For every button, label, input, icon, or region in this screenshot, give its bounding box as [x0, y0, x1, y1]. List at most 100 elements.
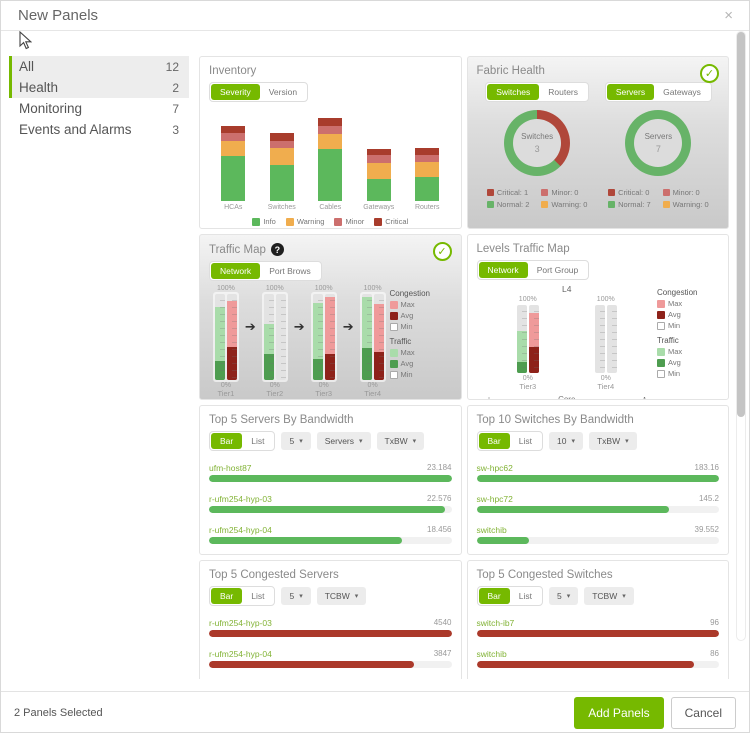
bar-fill	[476, 630, 719, 637]
add-panels-button[interactable]: Add Panels	[574, 697, 664, 729]
chevron-down-icon: ▾	[299, 438, 303, 445]
critical-legend-swatch	[374, 217, 383, 226]
chart-controls: Bar List 5 ▾ TCBW ▾	[476, 586, 720, 606]
congestion-gauge-track	[226, 294, 237, 380]
panel-card-top-10-switches-by-bandwidth[interactable]: Top 10 Switches By Bandwidth Bar List 10 ▾ Tx…	[466, 405, 729, 555]
stacked-bar-gateways	[366, 148, 391, 201]
panel-card-inventory[interactable]: Inventory Severity Version HCAs Switches Cabl…	[199, 56, 462, 229]
tier-label: Tier4	[364, 389, 382, 398]
toggle-switches[interactable]: Switches	[487, 84, 540, 100]
toggle-gateways[interactable]: Gateways	[663, 87, 701, 97]
congestion-avg-fill	[226, 347, 237, 380]
legend-label: Min	[668, 369, 681, 378]
toggle-list[interactable]: List	[518, 436, 532, 446]
traffic-avg-fill	[361, 348, 372, 380]
toggle-list[interactable]: List	[251, 591, 265, 601]
toggle-port-group[interactable]: Port Group	[536, 265, 579, 275]
traffic-avg-fill	[214, 361, 225, 380]
panel-card-top-5-congested-servers[interactable]: Top 5 Congested Servers Bar List 5 ▾ TCBW ▾ r-u…	[199, 560, 462, 679]
sidebar-item-events-and-alarms[interactable]: Events and Alarms 3	[9, 119, 189, 140]
help-icon[interactable]: ?	[270, 243, 284, 256]
gauge-ticks	[522, 305, 527, 373]
toggle-list[interactable]: List	[251, 436, 265, 446]
minor-segment	[269, 140, 294, 148]
bar-item-value: 86	[710, 649, 719, 658]
sidebar-item-health[interactable]: Health 2	[9, 77, 189, 98]
bar-fill	[476, 506, 669, 513]
bar-row-header: switch-ib7 96	[477, 618, 720, 628]
panel-card-top-5-servers-by-bandwidth[interactable]: Top 5 Servers By Bandwidth Bar List 5 ▾ Serve…	[199, 405, 462, 555]
dropdown-10[interactable]: 10 ▾	[548, 432, 583, 450]
traffic-gauge-track	[312, 294, 323, 380]
sidebar-item-all[interactable]: All 12	[9, 56, 189, 77]
sidebar-item-label: Monitoring	[19, 101, 83, 116]
toggle-bar[interactable]: Bar	[211, 588, 243, 604]
dropdown-txbw[interactable]: TxBW ▾	[588, 432, 637, 450]
close-icon[interactable]: ×	[724, 7, 733, 24]
panel-card-top-5-congested-switches[interactable]: Top 5 Congested Switches Bar List 5 ▾ TCBW ▾ sw…	[466, 560, 729, 679]
congestion-max-fill	[528, 313, 539, 373]
chevron-down-icon: ▾	[625, 438, 629, 445]
toggle-routers[interactable]: Routers	[548, 87, 579, 97]
donut-legend: Critical: 1 Minor: 0 Normal: 2 Warning: 0	[477, 188, 598, 209]
congestion-gauge-track	[373, 294, 384, 380]
dropdown-servers[interactable]: Servers ▾	[316, 432, 371, 450]
panel-card-traffic-map[interactable]: Traffic Map? ✓ Network Port Brows 100% 0% Tier…	[199, 234, 462, 400]
donut-value: 7	[655, 144, 661, 154]
sidebar-item-count: 12	[165, 59, 179, 74]
sidebar-item-count: 2	[172, 80, 179, 95]
toggle-port-brows[interactable]: Port Brows	[269, 266, 311, 276]
bar-fill	[476, 537, 529, 544]
dropdown-5[interactable]: 5 ▾	[281, 587, 311, 605]
toggle-network[interactable]: Network	[211, 263, 261, 279]
cancel-button[interactable]: Cancel	[670, 697, 736, 729]
core-arrows-row: ↓ Core ↑	[487, 394, 647, 399]
dropdown-tcbw[interactable]: TCBW ▾	[316, 587, 367, 605]
traffic-gauge	[212, 292, 239, 382]
toggle-bar[interactable]: Bar	[211, 433, 243, 449]
critical-0-legend-swatch	[608, 189, 616, 196]
sidebar-item-monitoring[interactable]: Monitoring 7	[9, 98, 189, 119]
scrollbar[interactable]	[736, 31, 746, 641]
toggle-bar[interactable]: Bar	[478, 433, 510, 449]
dropdown-tcbw[interactable]: TCBW ▾	[584, 587, 634, 605]
gauge-min-label: 0%	[522, 375, 533, 382]
bar-row-r-ufm254-hyp-03: r-ufm254-hyp-03 4540	[209, 618, 452, 637]
toggle-bar[interactable]: Bar	[478, 588, 510, 604]
switches-donut-chart: Switches 3	[504, 110, 571, 176]
chevron-down-icon: ▾	[412, 438, 417, 445]
bar-fill	[209, 537, 403, 544]
dropdown-5[interactable]: 5 ▾	[281, 432, 311, 450]
legend-label: Normal: 2	[496, 200, 530, 209]
traffic-max-fill	[312, 302, 323, 380]
chart-controls: Bar List 10 ▾ TxBW ▾	[476, 431, 720, 451]
legend-item: Max	[389, 300, 452, 309]
panel-card-levels-traffic-map[interactable]: Levels Traffic Map Network Port Group L4 100…	[466, 234, 729, 400]
bar-item-value: 96	[710, 618, 719, 627]
legend-item: Minor: 0	[662, 188, 709, 197]
min-legend-swatch	[657, 321, 665, 330]
warning-0-legend-swatch	[541, 201, 549, 208]
toggle-version[interactable]: Version	[268, 87, 298, 97]
level-tiers: 100% 0% Tier3 100% 0% Tier4	[514, 296, 619, 391]
dropdown-txbw[interactable]: TxBW ▾	[376, 432, 425, 450]
traffic-gauge	[261, 292, 288, 382]
bar-cell	[210, 125, 256, 201]
legend-item: Avg	[657, 358, 719, 367]
panels-area: Inventory Severity Version HCAs Switches Cabl…	[189, 31, 749, 691]
toggle-group: Servers Gateways	[604, 82, 712, 102]
traffic-avg-fill	[516, 362, 527, 373]
toggle-list[interactable]: List	[518, 591, 532, 601]
gauge-ticks	[232, 294, 237, 380]
panel-card-fabric-health[interactable]: Fabric Health ✓ Switches Routers Switches 3 Se…	[466, 56, 729, 229]
traffic-gauge-track	[214, 294, 225, 380]
toggle-severity[interactable]: Severity	[211, 84, 260, 100]
info-segment	[366, 178, 391, 201]
toggle-servers[interactable]: Servers	[606, 84, 655, 100]
legend-label: Minor: 0	[551, 188, 579, 197]
dropdown-5[interactable]: 5 ▾	[548, 587, 579, 605]
toggle-network[interactable]: Network	[478, 262, 528, 278]
bar-row-r-ufm254-hyp-04: r-ufm254-hyp-04 18.456	[209, 525, 452, 544]
scrollbar-thumb[interactable]	[737, 32, 745, 417]
dropdown-value: TCBW	[592, 591, 618, 601]
